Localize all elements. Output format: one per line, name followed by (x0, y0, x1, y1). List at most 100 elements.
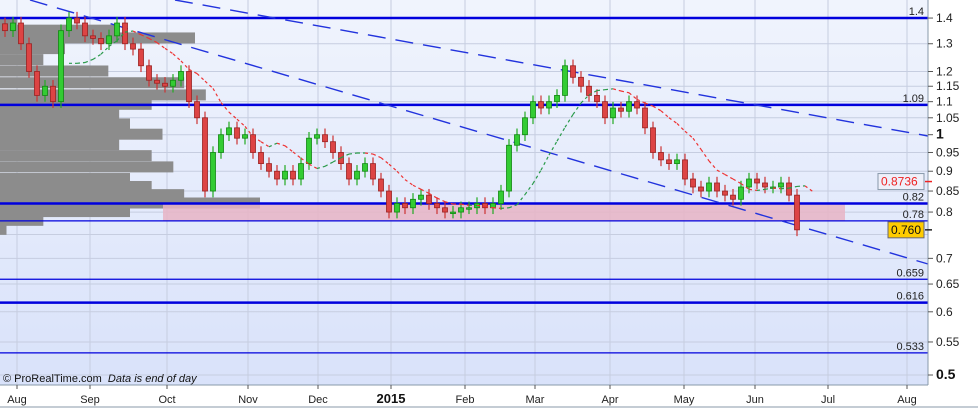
candle (778, 176, 784, 194)
moving-average-segment (180, 60, 190, 70)
moving-average-segment (164, 47, 174, 55)
moving-average-segment (436, 197, 446, 203)
moving-average-segment (204, 80, 214, 89)
moving-average-segment (100, 45, 110, 55)
y-tick-label: 0.6 (936, 305, 953, 319)
candle-body (18, 22, 24, 45)
credit-text: © ProRealTime.com (3, 373, 102, 385)
candle-body (210, 152, 216, 192)
candle-body (666, 159, 672, 165)
candle-body (442, 207, 448, 213)
candle-body (514, 134, 520, 146)
candle (2, 17, 8, 37)
moving-average-segment (516, 194, 526, 206)
volume-profile-bar (0, 180, 152, 192)
candle-body (754, 178, 760, 184)
level-label: 0.659 (896, 267, 924, 279)
moving-average-segment (740, 183, 750, 190)
last-price-label: 0.760 (891, 223, 921, 237)
moving-average-segment (276, 142, 286, 147)
candle (234, 121, 240, 145)
candle-body (506, 144, 512, 192)
candle-body (434, 203, 440, 209)
moving-average-segment (564, 114, 574, 128)
volume-profile-bar (0, 139, 120, 151)
candle-body (258, 152, 264, 165)
candle-body (218, 134, 224, 153)
level-label: 0.82 (903, 192, 924, 204)
candle-body (546, 101, 552, 109)
moving-average-segment (172, 53, 182, 62)
moving-average-segment (628, 92, 638, 100)
volume-profile-bar (0, 65, 109, 77)
candle (314, 128, 320, 145)
x-tick-label: Apr (601, 394, 618, 406)
candle-body (538, 101, 544, 109)
y-axis-area (928, 0, 978, 408)
moving-average-segment (332, 157, 342, 163)
candle (394, 197, 400, 219)
candle (546, 95, 552, 115)
moving-average-segment (804, 185, 814, 193)
moving-average-segment (636, 98, 646, 104)
moving-average-segment (428, 192, 438, 199)
candle-body (250, 134, 256, 153)
candle (706, 176, 712, 198)
moving-average-segment (748, 188, 758, 192)
moving-average-segment (252, 136, 262, 143)
moving-average-segment (772, 187, 782, 190)
moving-average-segment (708, 160, 718, 171)
candle-body (458, 207, 464, 213)
candle-body (410, 198, 416, 209)
candle-body (394, 203, 400, 213)
candle-body (402, 203, 408, 209)
level-label: 1.09 (903, 93, 924, 105)
volume-profile-bar (0, 223, 7, 235)
moving-average-segment (244, 126, 254, 138)
moving-average-segment (524, 183, 534, 195)
moving-average-segment (508, 204, 518, 209)
candle-body (426, 194, 432, 204)
candle (786, 176, 792, 202)
candle (562, 59, 568, 102)
candle (434, 197, 440, 215)
y-tick-label: 1.2 (936, 64, 953, 78)
moving-average-segment (140, 34, 150, 39)
candle (354, 165, 360, 186)
candle (402, 197, 408, 215)
candle (482, 197, 488, 215)
moving-average-segment (116, 31, 126, 42)
candle (602, 95, 608, 125)
y-tick-label: 0.5 (936, 366, 956, 382)
candle-body (242, 134, 248, 139)
candle-body (178, 71, 184, 81)
candle-body (618, 107, 624, 112)
candle (90, 29, 96, 45)
y-tick-label: 0.7 (936, 251, 953, 265)
trend-line-upper (174, 0, 929, 137)
candle (178, 65, 184, 87)
candle-body (186, 71, 192, 103)
candle-body (570, 65, 576, 78)
y-tick-label: 1.3 (936, 37, 953, 51)
credit-footer: © ProRealTime.com Data is end of day (3, 373, 197, 385)
candle (74, 11, 80, 30)
moving-average-segment (300, 157, 310, 165)
candle (522, 111, 528, 141)
candle (194, 95, 200, 125)
candle (554, 89, 560, 108)
candle-body (634, 101, 640, 109)
y-tick-label: 0.55 (936, 335, 960, 349)
level-label: 1.4 (909, 6, 924, 18)
moving-average-segment (580, 94, 590, 104)
candle-body (698, 186, 704, 192)
candle-body (114, 22, 120, 37)
moving-average-segment (292, 151, 302, 159)
moving-average-segment (84, 58, 94, 64)
x-tick-label: Oct (158, 394, 175, 406)
candle (450, 205, 456, 219)
candle (258, 146, 264, 170)
moving-average-segment (308, 163, 318, 170)
moving-average-segment (788, 185, 798, 189)
